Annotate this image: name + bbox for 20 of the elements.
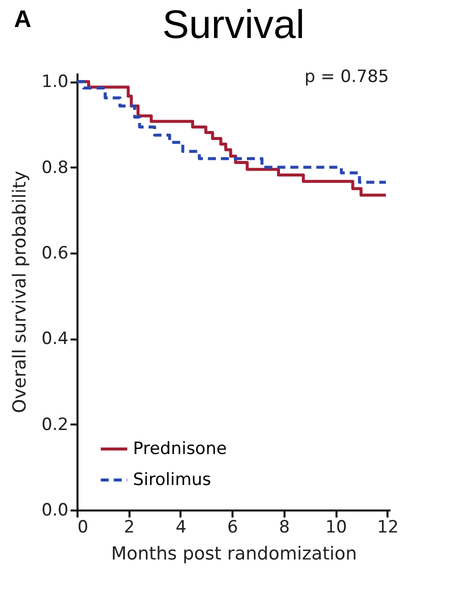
- panel-letter: A: [14, 6, 32, 34]
- annotation: p = 0.785: [304, 67, 389, 87]
- x-tick-label: 2: [124, 518, 135, 538]
- x-tick-label: 6: [227, 518, 238, 538]
- x-tick-label: 10: [325, 518, 347, 538]
- x-tick-label: 12: [377, 518, 399, 538]
- y-axis-title: Overall survival probability: [9, 170, 30, 414]
- y-tick-label: 0.4: [41, 329, 68, 350]
- legend-label: Sirolimus: [133, 470, 212, 490]
- y-tick-label: 0.0: [41, 500, 68, 520]
- x-tick-label: 8: [279, 518, 290, 538]
- y-tick-label: 0.6: [41, 243, 68, 264]
- y-tick-label: 0.2: [41, 414, 68, 435]
- x-tick-label: 4: [176, 518, 186, 538]
- y-tick-label: 0.8: [41, 158, 68, 178]
- chart-title: Survival: [162, 3, 305, 47]
- x-axis-title: Months post randomization: [111, 544, 357, 564]
- x-tick-label: 0: [78, 518, 88, 538]
- legend-label: Prednisone: [133, 439, 227, 459]
- y-tick-label: 1.0: [41, 72, 68, 92]
